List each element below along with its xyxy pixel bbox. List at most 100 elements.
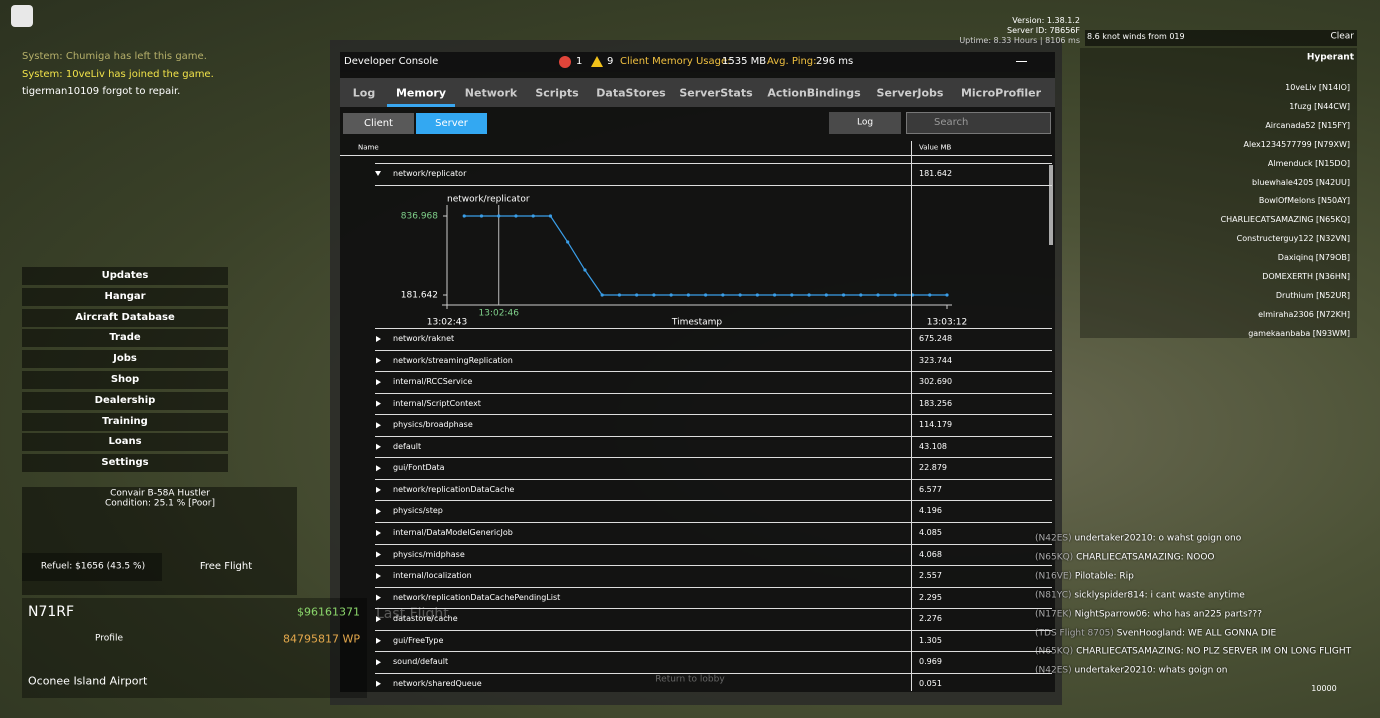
- console-tab[interactable]: Network: [464, 86, 518, 100]
- row-name[interactable]: physics/midphase: [393, 549, 465, 559]
- row-value: 0.051: [919, 678, 942, 688]
- roblox-logo[interactable]: [11, 5, 33, 27]
- menu-button[interactable]: [22, 391, 228, 410]
- menu-label[interactable]: Settings: [101, 457, 149, 469]
- row-name[interactable]: internal/ScriptContext: [393, 398, 481, 408]
- server-id: Server ID: 7B656F: [1007, 26, 1080, 35]
- console-tab[interactable]: MicroProfiler: [960, 86, 1042, 100]
- player-name[interactable]: Aircanada52 [N15FY]: [1265, 120, 1350, 130]
- chat-text: who has an225 parts???: [1153, 609, 1262, 620]
- row-name[interactable]: gui/FontData: [393, 463, 445, 473]
- row-line: [375, 435, 1052, 437]
- row-name[interactable]: datastore/cache: [393, 614, 458, 624]
- menu-label[interactable]: Dealership: [94, 394, 156, 406]
- menu-label[interactable]: Trade: [109, 332, 141, 344]
- console-tab[interactable]: Scripts: [535, 86, 579, 100]
- chat-tag: (TDS Flight 8705): [1035, 628, 1117, 638]
- search-box[interactable]: [906, 112, 1051, 134]
- free-flight-label[interactable]: Free Flight: [199, 561, 253, 572]
- log-button[interactable]: [829, 112, 901, 134]
- menu-button[interactable]: [22, 308, 228, 327]
- player-name[interactable]: Druthium [N52UR]: [1275, 290, 1350, 300]
- row-name[interactable]: default: [393, 441, 422, 451]
- row-name[interactable]: internal/DataModelGenericJob: [393, 527, 513, 537]
- player-name[interactable]: CHARLIECATSAMAZING [N65KQ]: [1220, 215, 1350, 225]
- row-name[interactable]: internal/localization: [393, 571, 472, 581]
- menu-button[interactable]: [22, 329, 228, 348]
- row-line: [375, 672, 1052, 674]
- return-lobby[interactable]: Return to lobby: [655, 674, 725, 685]
- row-line: [375, 543, 1052, 545]
- row-name[interactable]: network/replicationDataCachePendingList: [393, 592, 561, 602]
- subtab-label[interactable]: Client: [364, 118, 393, 129]
- console-tab[interactable]: ServerJobs: [876, 86, 944, 100]
- refuel-button[interactable]: [22, 553, 162, 581]
- row-line: [375, 565, 1052, 567]
- subtab-button[interactable]: [343, 113, 414, 134]
- console-tab[interactable]: Memory: [395, 86, 447, 100]
- minimize-button[interactable]: [1016, 61, 1027, 62]
- row-name[interactable]: physics/broadphase: [393, 420, 473, 430]
- menu-label[interactable]: Loans: [108, 436, 142, 448]
- memory-point: [669, 293, 673, 297]
- menu-button[interactable]: [22, 371, 228, 389]
- subtab-label[interactable]: Server: [435, 118, 468, 129]
- console-tab[interactable]: DataStores: [596, 86, 666, 100]
- expand-arrow: [376, 357, 381, 364]
- row-name[interactable]: network/streamingReplication: [393, 355, 513, 365]
- profile-button[interactable]: Profile: [95, 633, 123, 644]
- altitude: 10000: [1311, 684, 1337, 693]
- console-tab[interactable]: ActionBindings: [767, 86, 861, 100]
- row-line: [375, 586, 1052, 588]
- menu-label[interactable]: Aircraft Database: [75, 311, 175, 323]
- player-name[interactable]: Alex1234577799 [N79XW]: [1243, 139, 1350, 149]
- menu-label[interactable]: Jobs: [113, 353, 137, 365]
- row-name[interactable]: sound/default: [393, 657, 449, 667]
- console-tab[interactable]: ServerStats: [679, 86, 753, 100]
- callsign: N71RF: [28, 604, 75, 620]
- player-name[interactable]: 1fuzg [N44CW]: [1289, 101, 1350, 111]
- player-name[interactable]: Daxiqinq [N79OB]: [1277, 253, 1350, 263]
- row-name[interactable]: gui/FreeType: [393, 635, 444, 645]
- console-tab[interactable]: Log: [352, 86, 376, 100]
- warning-icon: [591, 56, 603, 67]
- player-name[interactable]: Almenduck [N15DO]: [1267, 158, 1350, 168]
- player-name[interactable]: BowlOfMelons [N50AY]: [1258, 196, 1350, 206]
- row-name[interactable]: network/replicationDataCache: [393, 484, 515, 494]
- chat-name: NightSparrow06:: [1074, 609, 1154, 620]
- chat-text: o wahst goign ono: [1158, 533, 1242, 544]
- memory-point: [738, 293, 742, 297]
- menu-button[interactable]: [22, 433, 228, 452]
- row-name: network/replicator: [393, 169, 467, 178]
- chat-tag: (N42ES): [1035, 665, 1075, 676]
- row-name[interactable]: internal/RCCService: [393, 377, 473, 387]
- subtab-button[interactable]: [416, 113, 487, 134]
- system-message: System: Chumiga has left this game.: [22, 51, 207, 62]
- row-name[interactable]: physics/step: [393, 506, 443, 516]
- menu-button[interactable]: [22, 454, 228, 473]
- player-name[interactable]: gamekaanbaba [N93WM]: [1248, 328, 1350, 338]
- expand-arrow: [376, 465, 381, 472]
- player-name[interactable]: Constructerguy122 [N32VN]: [1236, 234, 1350, 244]
- menu-button[interactable]: [22, 267, 228, 285]
- menu-label[interactable]: Shop: [110, 374, 140, 385]
- player-name[interactable]: bluewhale4205 [N42UU]: [1252, 177, 1350, 187]
- log-button-label[interactable]: Log: [856, 117, 874, 128]
- menu-label[interactable]: Updates: [101, 270, 149, 281]
- row-name[interactable]: network/raknet: [393, 334, 455, 343]
- uptime: Uptime: 8.33 Hours | 8106 ms: [959, 36, 1080, 45]
- refuel-label[interactable]: Refuel: $1656 (43.5 %): [40, 561, 146, 572]
- player-name[interactable]: 10veLiv [N14IO]: [1285, 83, 1350, 92]
- menu-button[interactable]: [22, 412, 228, 431]
- menu-label[interactable]: Training: [102, 415, 148, 427]
- console-title: Developer Console: [344, 56, 439, 67]
- menu-button[interactable]: [22, 287, 228, 306]
- player-name[interactable]: DOMEXERTH [N36HN]: [1262, 272, 1350, 281]
- row-name[interactable]: network/sharedQueue: [393, 678, 482, 688]
- search-placeholder[interactable]: Search: [934, 117, 969, 128]
- aircraft-panel: [22, 487, 297, 595]
- menu-button[interactable]: [22, 350, 228, 369]
- player-name[interactable]: elmiraha2306 [N72KH]: [1258, 309, 1350, 319]
- menu-label[interactable]: Hangar: [104, 290, 146, 302]
